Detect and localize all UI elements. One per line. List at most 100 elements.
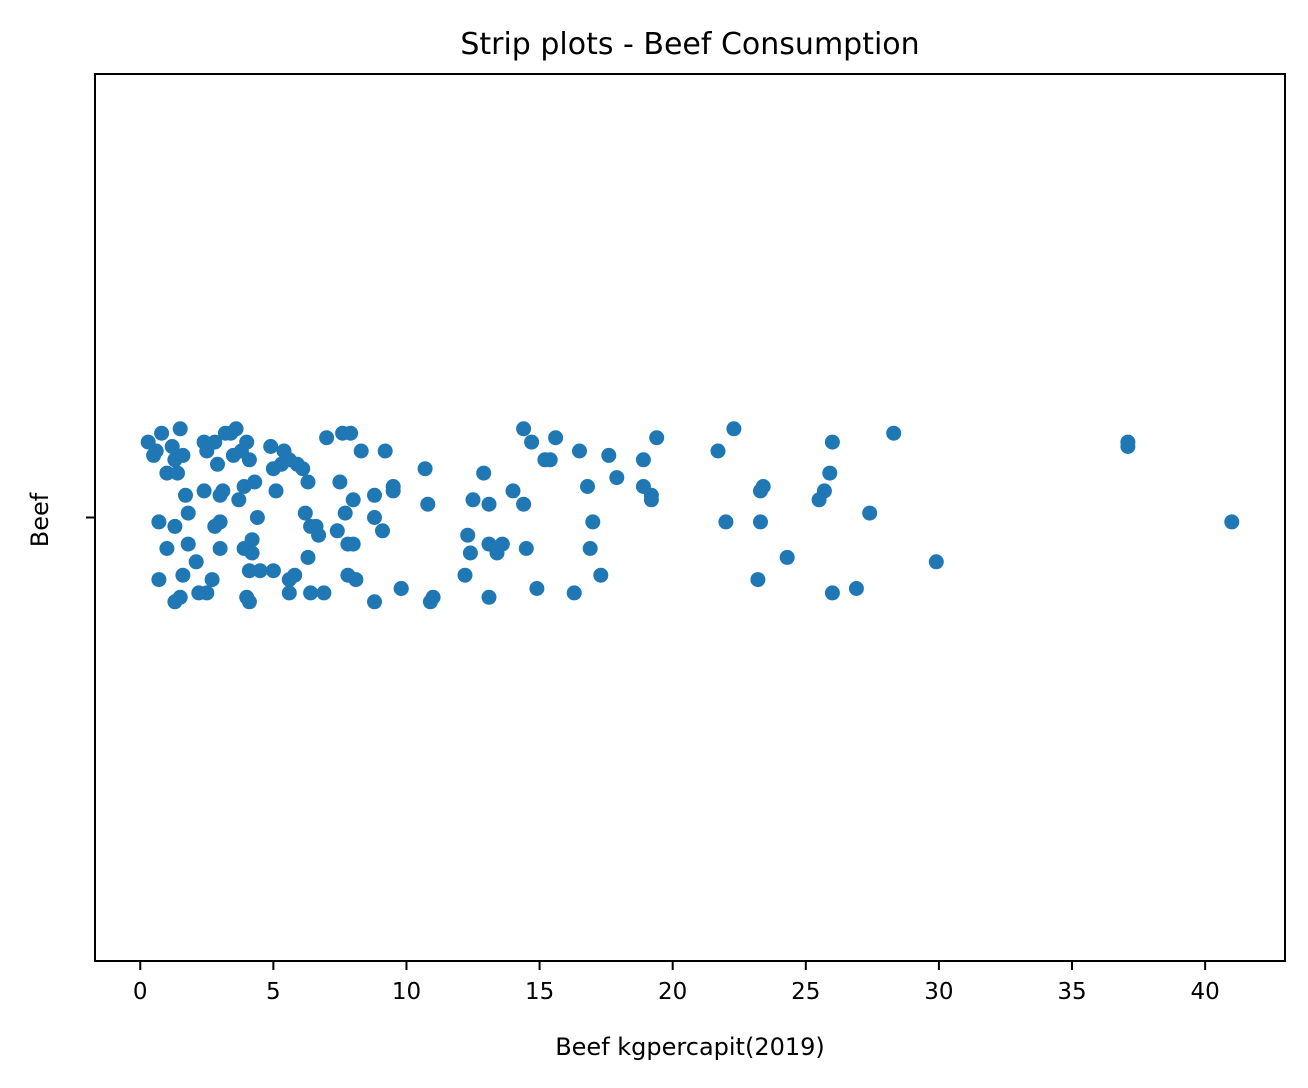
data-point-34 [241, 452, 257, 468]
data-point-140 [824, 434, 840, 450]
data-point-37 [215, 483, 231, 499]
data-point-129 [710, 443, 726, 459]
data-point-135 [750, 572, 766, 588]
data-point-75 [353, 443, 369, 459]
data-point-116 [566, 585, 582, 601]
data-point-71 [316, 585, 332, 601]
data-point-57 [295, 461, 311, 477]
data-point-120 [582, 541, 598, 556]
data-point-99 [457, 567, 473, 583]
data-point-61 [297, 505, 313, 521]
data-point-98 [462, 545, 478, 561]
data-point-122 [601, 447, 617, 463]
data-point-77 [337, 505, 353, 521]
x-axis-label: Beef kgpercapit(2019) [555, 1033, 825, 1061]
data-point-118 [580, 479, 595, 494]
x-tick-label-15: 15 [525, 979, 554, 1005]
data-point-109 [518, 541, 534, 556]
data-point-106 [481, 589, 497, 605]
x-tick-label-0: 0 [133, 979, 148, 1005]
data-point-13 [159, 541, 175, 556]
data-point-12 [151, 514, 167, 530]
data-point-128 [649, 430, 665, 446]
data-point-113 [542, 452, 558, 468]
data-point-40 [247, 474, 263, 490]
data-point-105 [494, 536, 510, 552]
data-point-108 [516, 496, 532, 512]
data-point-58 [265, 461, 281, 477]
data-point-17 [151, 572, 167, 588]
x-tick-label-30: 30 [924, 979, 953, 1005]
data-point-60 [300, 474, 316, 490]
data-point-134 [753, 514, 768, 530]
data-point-93 [417, 461, 433, 477]
data-point-141 [824, 585, 840, 601]
data-point-64 [311, 527, 327, 543]
data-point-94 [420, 496, 436, 512]
data-point-72 [319, 430, 335, 446]
chart-title: Strip plots - Beef Consumption [460, 27, 919, 62]
data-point-145 [928, 554, 944, 570]
data-point-78 [345, 492, 361, 508]
data-point-74 [343, 425, 359, 441]
data-point-23 [204, 572, 220, 588]
x-tick-label-5: 5 [266, 979, 281, 1005]
data-point-26 [207, 434, 223, 450]
x-tick-label-10: 10 [392, 979, 421, 1005]
data-point-46 [244, 545, 260, 561]
data-point-59 [268, 483, 284, 499]
data-point-38 [231, 492, 247, 508]
data-point-8 [172, 421, 188, 437]
data-point-88 [377, 443, 393, 459]
data-point-147 [1120, 439, 1136, 454]
x-axis-ticks: 0 5 10 15 20 25 30 35 40 [133, 961, 1220, 1005]
data-points [140, 421, 1240, 610]
y-axis-label: Beef [26, 492, 54, 547]
data-point-43 [212, 541, 228, 556]
data-point-86 [375, 523, 390, 539]
data-point-35 [196, 483, 212, 499]
data-point-87 [367, 594, 382, 610]
data-point-2 [148, 443, 164, 459]
data-point-124 [635, 452, 651, 468]
data-point-111 [524, 434, 540, 450]
data-point-123 [609, 470, 625, 486]
x-tick-label-25: 25 [791, 979, 820, 1005]
data-point-65 [300, 549, 316, 565]
data-point-81 [345, 536, 361, 552]
data-point-27 [210, 456, 225, 472]
data-point-45 [244, 532, 260, 548]
data-point-52 [263, 439, 279, 454]
data-point-18 [175, 567, 191, 583]
data-point-102 [481, 496, 497, 512]
data-point-121 [593, 567, 609, 583]
data-point-7 [170, 465, 185, 481]
data-point-148 [1224, 514, 1240, 530]
data-point-127 [643, 492, 659, 508]
data-point-138 [816, 483, 832, 499]
data-point-4 [159, 465, 175, 481]
data-point-42 [212, 514, 228, 530]
data-point-101 [476, 465, 492, 481]
data-point-3 [154, 425, 170, 441]
data-point-131 [718, 514, 734, 530]
data-point-136 [779, 549, 795, 565]
data-point-47 [249, 510, 265, 525]
data-point-15 [180, 536, 196, 552]
data-point-143 [862, 505, 878, 521]
data-point-133 [755, 479, 771, 494]
data-point-84 [367, 487, 382, 503]
data-point-142 [848, 581, 864, 596]
data-point-92 [393, 581, 409, 596]
plot-area-frame [94, 73, 1286, 962]
data-point-69 [281, 585, 297, 601]
data-point-76 [332, 474, 348, 490]
data-point-100 [465, 492, 481, 508]
data-point-10 [178, 487, 193, 503]
data-point-115 [529, 581, 545, 596]
data-point-49 [252, 563, 268, 579]
data-point-119 [585, 514, 601, 530]
data-point-114 [548, 430, 564, 446]
